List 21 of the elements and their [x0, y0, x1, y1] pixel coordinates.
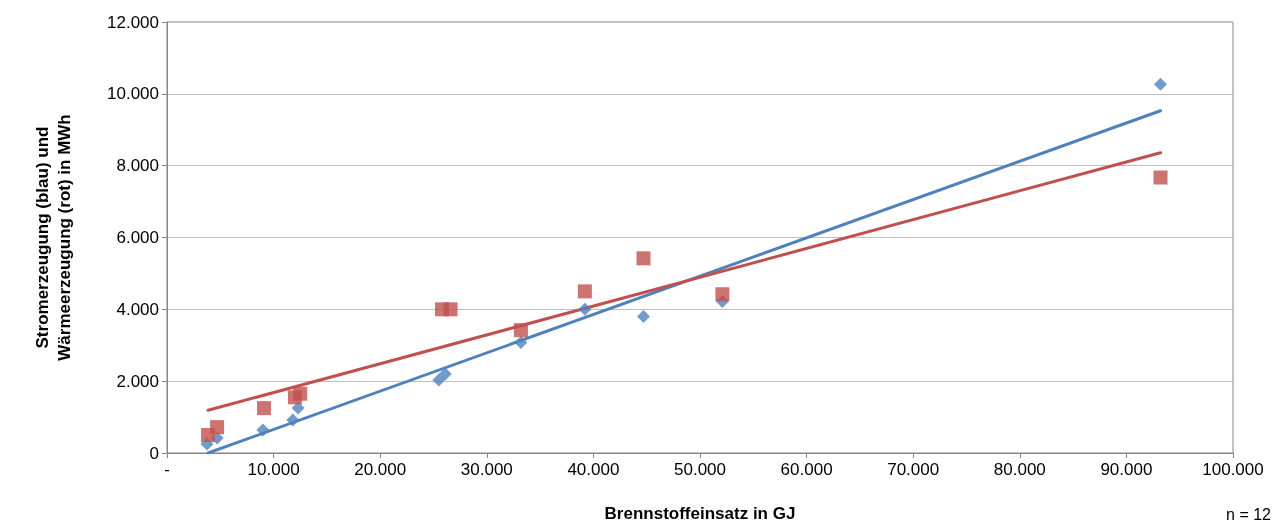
x-tick-label: 60.000	[780, 460, 833, 479]
x-tick-label: 50.000	[674, 460, 726, 479]
x-tick-label: 100.000	[1202, 460, 1264, 479]
y-axis-title: Stromerzeugung (blau) und Wärmeerzeugung (rot) in MWh	[32, 114, 74, 361]
y-tick-label: 6.000	[116, 228, 159, 247]
x-tick-label: 80.000	[993, 460, 1046, 479]
x-tick-label: 20.000	[354, 460, 407, 479]
x-axis-title: Brennstoffeinsatz in GJ	[604, 504, 796, 523]
y-tick-label: 10.000	[107, 84, 159, 104]
x-tick-label: 30.000	[460, 460, 513, 479]
y-tick-label: 2.000	[116, 371, 159, 391]
y-tick-label: 4.000	[116, 299, 159, 319]
x-tick-label: 90.000	[1100, 460, 1153, 479]
y-tick-label: 12.000	[107, 12, 159, 32]
x-tick-label: -	[164, 460, 170, 479]
y-tick-label: 8.000	[116, 156, 159, 176]
x-tick-label: 70.000	[887, 460, 940, 479]
x-tick-label: 10.000	[247, 460, 300, 479]
text: n = 12	[1226, 505, 1272, 523]
y-tick-label: 0	[149, 443, 159, 463]
x-tick-label: 40.000	[567, 460, 620, 479]
